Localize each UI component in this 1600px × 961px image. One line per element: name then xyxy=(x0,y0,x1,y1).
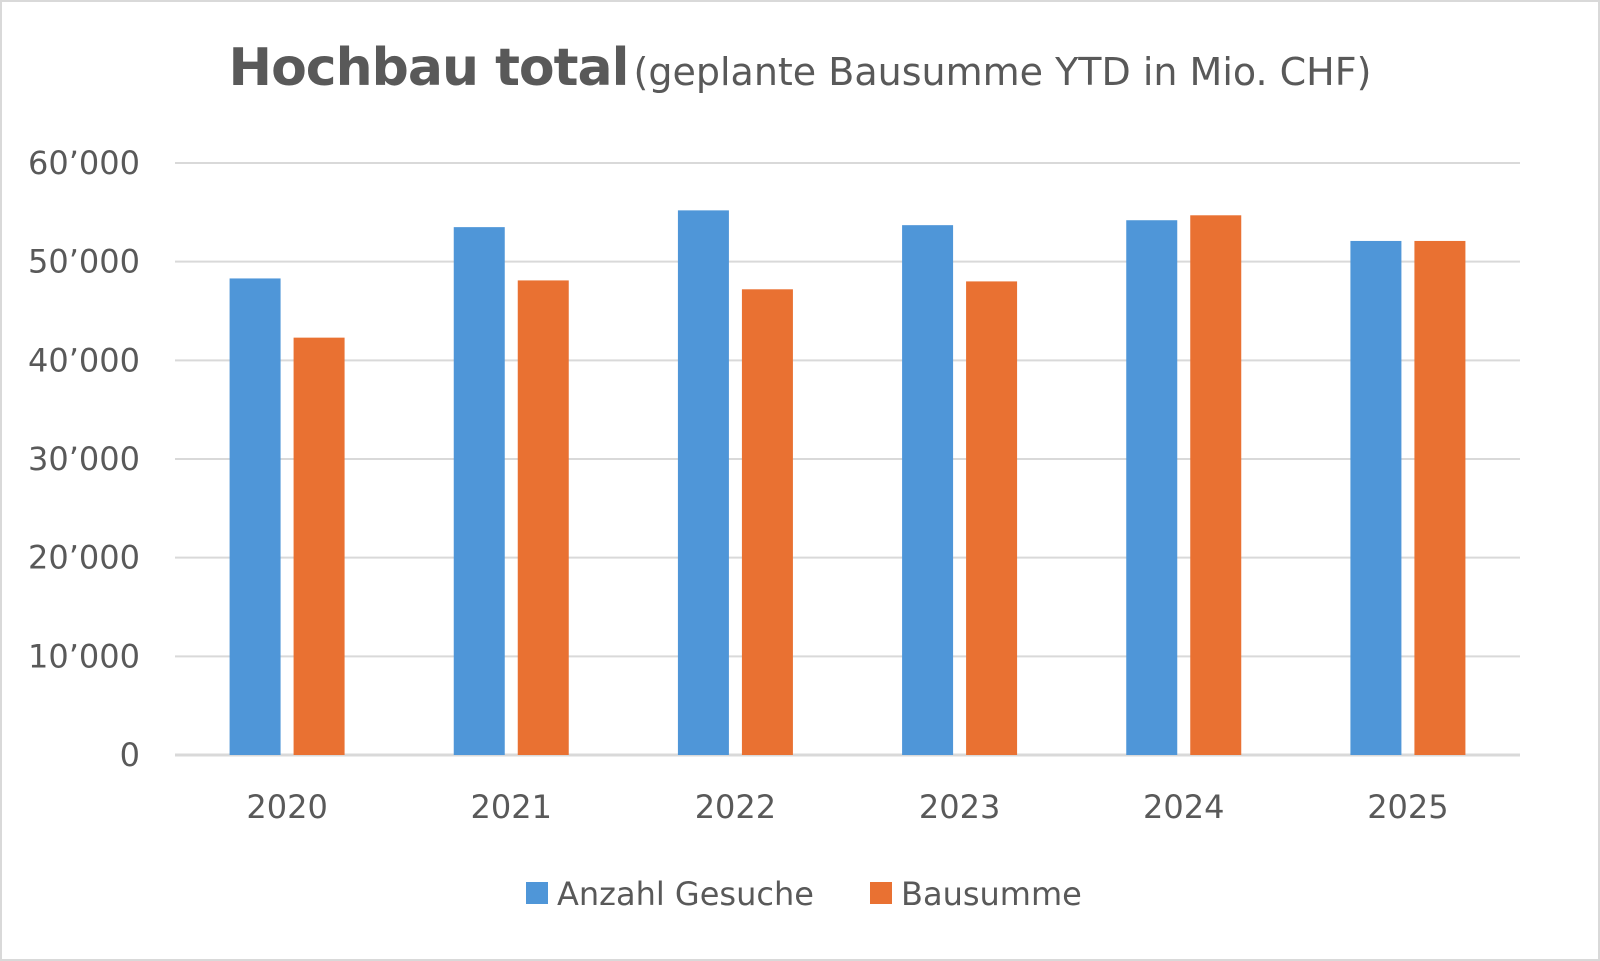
bar-2023-bausumme xyxy=(966,281,1018,755)
bar-2024-bausumme xyxy=(1190,215,1242,755)
chart-title: Hochbau total xyxy=(228,38,630,98)
bar-2021-anzahl-gesuche xyxy=(453,227,505,756)
bar-2020-anzahl-gesuche xyxy=(229,278,281,755)
y-tick-label: 40’000 xyxy=(28,341,140,379)
y-tick-label: 10’000 xyxy=(28,637,140,675)
legend-swatch xyxy=(870,882,892,904)
bar-2025-anzahl-gesuche xyxy=(1350,240,1402,756)
bar-2022-bausumme xyxy=(741,289,793,755)
y-tick-label: 50’000 xyxy=(28,243,140,281)
x-category-label: 2024 xyxy=(1143,788,1224,826)
y-tick-label: 20’000 xyxy=(28,539,140,577)
x-category-label: 2022 xyxy=(695,788,776,826)
legend-label: Anzahl Gesuche xyxy=(557,875,814,913)
x-category-label: 2023 xyxy=(919,788,1000,826)
bars xyxy=(229,210,1466,756)
gridlines xyxy=(175,162,1520,757)
bar-2023-anzahl-gesuche xyxy=(902,225,954,755)
chart-title-block: Hochbau total (geplante Bausumme YTD in … xyxy=(0,38,1600,98)
bar-2022-anzahl-gesuche xyxy=(677,210,729,756)
x-category-label: 2025 xyxy=(1367,788,1448,826)
y-tick-label: 30’000 xyxy=(28,440,140,478)
bar-2025-bausumme xyxy=(1414,240,1466,756)
bar-2020-bausumme xyxy=(293,337,345,755)
legend-label: Bausumme xyxy=(901,875,1082,913)
bar-2024-anzahl-gesuche xyxy=(1126,220,1178,755)
legend-swatch xyxy=(526,882,548,904)
x-axis-categories: 2020 2021 2022 2023 2024 2025 xyxy=(246,788,1448,826)
legend: Anzahl Gesuche Bausumme xyxy=(526,875,1082,913)
bar-2021-bausumme xyxy=(517,280,569,755)
y-axis-ticks: 0 10’000 20’000 30’000 40’000 50’000 60’000 xyxy=(28,144,140,774)
x-category-label: 2021 xyxy=(471,788,552,826)
chart-subtitle: (geplante Bausumme YTD in Mio. CHF) xyxy=(633,50,1372,94)
y-tick-label: 60’000 xyxy=(28,144,140,182)
y-tick-label: 0 xyxy=(120,736,140,774)
x-category-label: 2020 xyxy=(246,788,327,826)
